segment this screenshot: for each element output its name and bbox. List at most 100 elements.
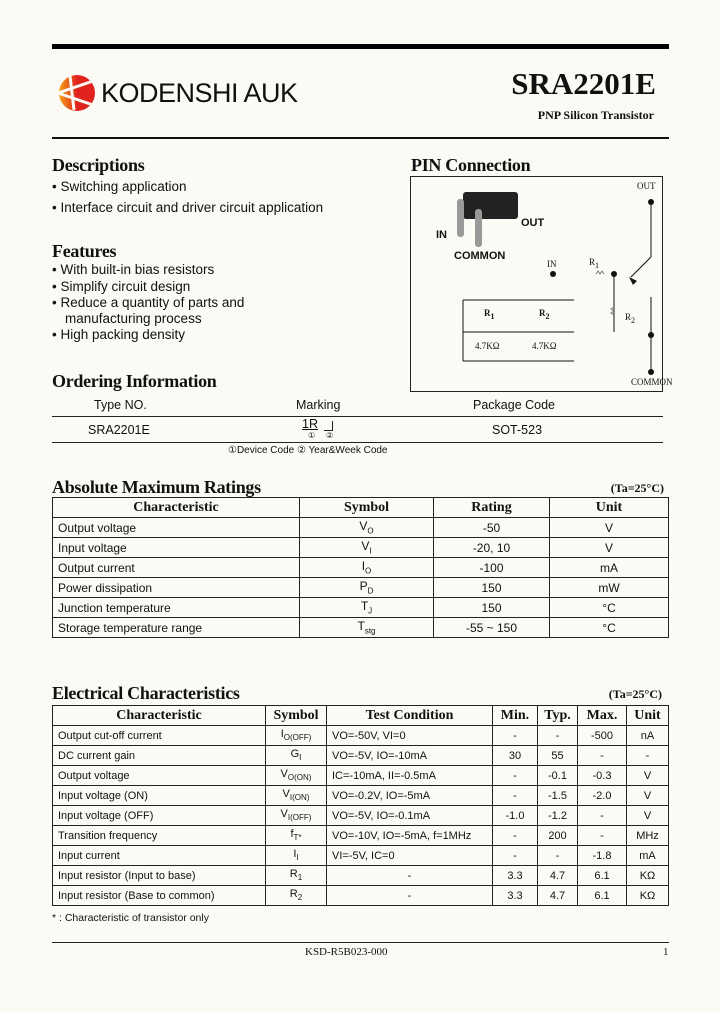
feature-item: • With built-in bias resistors <box>52 262 215 277</box>
symbol-sub: I(ON) <box>289 793 310 803</box>
cell-mx: -1.8 <box>577 845 627 866</box>
symbol: G <box>290 748 300 761</box>
table-row: Input voltage (ON) VI(ON) VO=-0.2V, IO=-5m… <box>52 785 669 806</box>
cell-s: II <box>265 845 327 866</box>
cell-c: Power dissipation <box>52 577 300 598</box>
resistor-header-r1: R1 <box>484 308 495 321</box>
cell-ty: 55 <box>537 745 578 766</box>
marking-index-1: ① <box>308 431 316 440</box>
symbol-sub: O(OFF) <box>283 733 312 743</box>
cell-s: VO(ON) <box>265 765 327 786</box>
cell-r: 150 <box>433 597 550 618</box>
abs-title: Absolute Maximum Ratings <box>52 477 261 497</box>
header-rule <box>52 137 669 139</box>
cell-s: R1 <box>265 865 327 886</box>
column-header: Max. <box>577 705 627 726</box>
cell-ty: - <box>537 845 578 866</box>
cell-c: DC current gain <box>52 745 266 766</box>
elec-title: Electrical Characteristics <box>52 683 240 703</box>
cell-u: V <box>626 785 669 806</box>
package-value: SOT-523 <box>492 423 543 437</box>
page-number: 1 <box>663 946 669 958</box>
cell-r: -100 <box>433 557 550 578</box>
cell-t: VO=-10V, IO=-5mA, f=1MHz <box>326 825 493 846</box>
symbol: P <box>359 579 368 594</box>
package-lead <box>457 199 464 237</box>
cell-ty: -1.2 <box>537 805 578 826</box>
description-item: • Switching application <box>52 179 187 194</box>
cell-s: VI(OFF) <box>265 805 327 826</box>
pkg-out-label: OUT <box>521 217 545 229</box>
header-marking: Marking <box>296 398 341 412</box>
cell-ty: 4.7 <box>537 885 578 906</box>
column-header: Rating <box>433 497 550 518</box>
cell-c: Output cut-off current <box>52 725 266 746</box>
symbol-sub: stg <box>364 626 376 636</box>
cell-t: VO=-0.2V, IO=-5mA <box>326 785 493 806</box>
cell-s: VI <box>299 537 434 558</box>
symbol-sub: O(ON) <box>287 773 312 783</box>
ordering-table: Type NO. Marking Package Code SRA2201E 1… <box>52 396 663 446</box>
abs-cond: (Ta=25°C) <box>610 481 664 495</box>
cell-s: VI(ON) <box>265 785 327 806</box>
sch-common-label: COMMON <box>631 377 673 387</box>
feature-item: • Reduce a quantity of parts and <box>52 295 245 310</box>
symbol: R <box>289 888 298 901</box>
cell-s: TJ <box>299 597 434 618</box>
table-row: Transition frequency fT* VO=-10V, IO=-5mA,… <box>52 825 669 846</box>
cell-r: -55 ~ 150 <box>433 617 550 638</box>
cell-t: - <box>326 865 493 886</box>
symbol-sub: 1 <box>297 873 303 883</box>
header-row: Characteristic Symbol Rating Unit <box>52 497 669 518</box>
cell-c: Input resistor (Input to base) <box>52 865 266 886</box>
brand-logo <box>56 74 98 112</box>
header-row: Characteristic Symbol Test Condition Min. Ty… <box>52 705 669 726</box>
cell-u: mA <box>626 845 669 866</box>
symbol: V <box>282 788 290 801</box>
table-row: Output current IO -100 mA <box>52 557 669 578</box>
cell-s: R2 <box>265 885 327 906</box>
column-header: Symbol <box>265 705 327 726</box>
symbol-sub: J <box>368 606 373 616</box>
cell-c: Input voltage (OFF) <box>52 805 266 826</box>
item-text: Interface circuit and driver circuit app… <box>60 200 324 215</box>
item-text: Switching application <box>60 179 187 194</box>
item-text: manufacturing process <box>65 311 202 326</box>
pin-diagram: OUT IN COMMON OUT IN R1 R2 COMMON R1 R2 … <box>410 176 673 392</box>
cell-mx: - <box>577 805 627 826</box>
cell-u: KΩ <box>626 885 669 906</box>
cell-u: nA <box>626 725 669 746</box>
cell-mx: -2.0 <box>577 785 627 806</box>
symbol: V <box>280 768 288 781</box>
cell-c: Input resistor (Base to common) <box>52 885 266 906</box>
cell-r: 150 <box>433 577 550 598</box>
table-row: Output voltage VO(ON) IC=-10mA, II=-0.5mA -… <box>52 765 669 786</box>
cell-mn: - <box>492 785 538 806</box>
cell-c: Storage temperature range <box>52 617 300 638</box>
cell-u: - <box>626 745 669 766</box>
symbol-sub: O <box>365 566 372 576</box>
cell-u: V <box>549 517 669 538</box>
cell-c: Output current <box>52 557 300 578</box>
feature-item: • Simplify circuit design <box>52 279 191 294</box>
elec-footnote: * : Characteristic of transistor only <box>52 912 209 924</box>
table-row: Input voltage VI -20, 10 V <box>52 537 669 558</box>
item-text: With built-in bias resistors <box>60 262 215 277</box>
cell-u: V <box>626 805 669 826</box>
symbol-sub: I <box>296 853 299 863</box>
table-row: Output cut-off current IO(OFF) VO=-50V, VI… <box>52 725 669 746</box>
doc-number: KSD-R5B023-000 <box>305 946 388 958</box>
feature-item: • High packing density <box>52 327 186 342</box>
column-header: Unit <box>549 497 669 518</box>
pin-title: PIN Connection <box>411 155 531 175</box>
table-row: Junction temperature TJ 150 °C <box>52 597 669 618</box>
cell-t: VO=-5V, IO=-0.1mA <box>326 805 493 826</box>
cell-c: Junction temperature <box>52 597 300 618</box>
cell-c: Input voltage (ON) <box>52 785 266 806</box>
cell-t: - <box>326 885 493 906</box>
cell-c: Output voltage <box>52 517 300 538</box>
rule <box>52 442 663 443</box>
cell-u: mW <box>549 577 669 598</box>
column-header: Min. <box>492 705 538 726</box>
resistor-header-r2: R2 <box>539 308 550 321</box>
